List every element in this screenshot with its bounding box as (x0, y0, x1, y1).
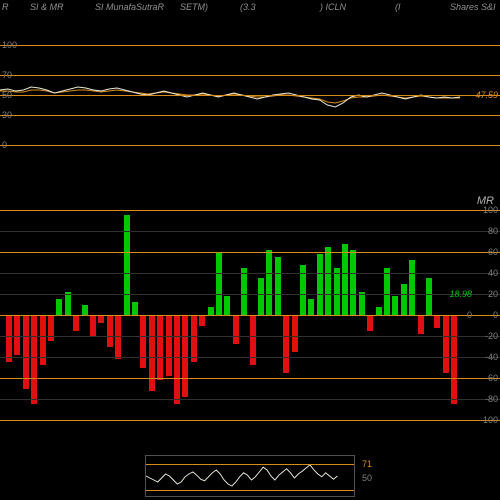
bar (401, 284, 407, 316)
axis-label: 30 (2, 110, 12, 120)
bar (241, 268, 247, 315)
bar (283, 315, 289, 373)
bar (325, 247, 331, 315)
bar (367, 315, 373, 331)
bar (98, 315, 104, 323)
current-value-label: 18.98 (449, 289, 472, 299)
bar (182, 315, 188, 397)
current-value-label: 47.59 (475, 90, 498, 100)
bar (292, 315, 298, 352)
header-item: SI MunafaSutraR (95, 2, 164, 12)
bar (342, 244, 348, 315)
axis-label: -60 (485, 373, 498, 383)
axis-label: 0 (2, 140, 7, 150)
bar (31, 315, 37, 404)
bar (258, 278, 264, 315)
axis-label: 71 (362, 459, 372, 469)
header-item: SETM) (180, 2, 208, 12)
axis-label: -100 (480, 415, 498, 425)
axis-label: 40 (488, 268, 498, 278)
chart-header: R SI & MR SI MunafaSutraR SETM) (3.3 ) ICLN (I… (0, 2, 500, 16)
bar (6, 315, 12, 362)
bar (418, 315, 424, 334)
bar (132, 302, 138, 315)
axis-label: 100 (483, 205, 498, 215)
axis-label: 60 (488, 247, 498, 257)
header-item: R (2, 2, 9, 12)
axis-label: 100 (2, 40, 17, 50)
bar (140, 315, 146, 368)
bar (14, 315, 20, 355)
bar (266, 250, 272, 315)
bar (224, 296, 230, 315)
bar (73, 315, 79, 331)
bar (443, 315, 449, 373)
bar (174, 315, 180, 404)
rsi-panel: 100705030047.59 (0, 45, 500, 145)
bar (107, 315, 113, 347)
bar (392, 296, 398, 315)
mr-panel: MR 100806040200-20-40-60-80-100018.98 (0, 210, 500, 420)
bar (308, 299, 314, 315)
axis-label: -80 (485, 394, 498, 404)
bar (115, 315, 121, 359)
bar (65, 292, 71, 315)
bar (434, 315, 440, 328)
bar (216, 252, 222, 315)
header-item: (I (395, 2, 401, 12)
bar (409, 260, 415, 315)
bar (82, 305, 88, 316)
axis-label: 50 (362, 473, 372, 483)
header-item: (3.3 (240, 2, 256, 12)
bar (56, 299, 62, 315)
bar (191, 315, 197, 362)
axis-label: 50 (2, 90, 12, 100)
header-item: SI & MR (30, 2, 64, 12)
axis-label: 80 (488, 226, 498, 236)
bar (426, 278, 432, 315)
bar (208, 307, 214, 315)
bar (275, 257, 281, 315)
bar (334, 268, 340, 315)
bar (451, 315, 457, 404)
header-item: ) ICLN (320, 2, 346, 12)
axis-label: 0 (467, 310, 472, 320)
axis-label: 20 (488, 289, 498, 299)
bar (149, 315, 155, 391)
bar (384, 268, 390, 315)
bar (166, 315, 172, 376)
bar (350, 250, 356, 315)
bar (157, 315, 163, 380)
bar (376, 307, 382, 315)
axis-label: 70 (2, 70, 12, 80)
bar (233, 315, 239, 344)
header-item: Shares S&I (450, 2, 496, 12)
mini-panel: 7150 (145, 455, 355, 497)
bar (48, 315, 54, 341)
axis-label: 0 (493, 310, 498, 320)
bar (317, 254, 323, 315)
bar (199, 315, 205, 326)
bar (359, 292, 365, 315)
axis-label: -40 (485, 352, 498, 362)
bar (90, 315, 96, 336)
axis-label: -20 (485, 331, 498, 341)
